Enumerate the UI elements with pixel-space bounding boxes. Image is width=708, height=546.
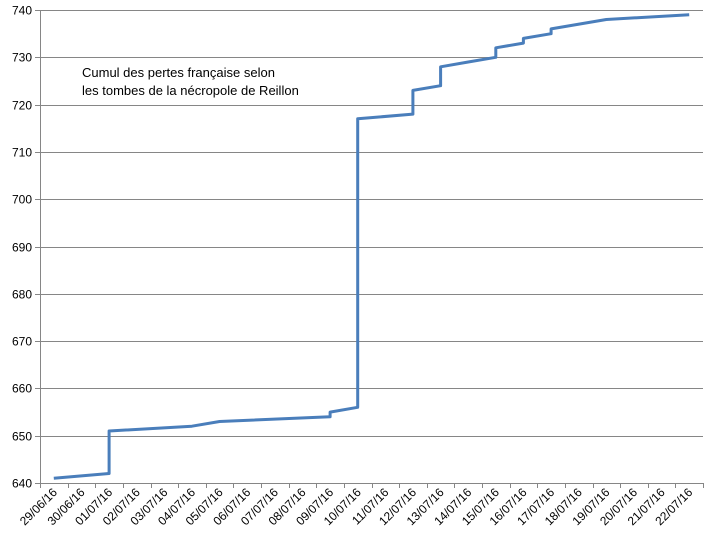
chart-axes	[35, 10, 704, 488]
series-line	[53, 13, 690, 480]
x-tick-labels: 29/06/1630/06/1601/07/1602/07/1603/07/16…	[17, 485, 696, 528]
y-tick-label: 650	[12, 430, 32, 444]
chart-title-line-1: Cumul des pertes française selon	[82, 65, 275, 80]
y-tick-label: 700	[12, 193, 32, 207]
y-tick-label: 720	[12, 99, 32, 113]
y-tick-label: 710	[12, 146, 32, 160]
y-tick-label: 730	[12, 51, 32, 65]
y-tick-label: 740	[12, 4, 32, 18]
y-tick-label: 640	[12, 477, 32, 491]
y-tick-label: 680	[12, 288, 32, 302]
y-tick-label: 670	[12, 335, 32, 349]
chart-title-line-2: les tombes de la nécropole de Reillon	[82, 83, 299, 98]
y-tick-labels: 640 650 660 670 680 690 700 710 720 730 740	[12, 4, 32, 491]
chart-title: Cumul des pertes française selon les tom…	[82, 65, 299, 98]
y-tick-label: 660	[12, 382, 32, 396]
y-tick-label: 690	[12, 241, 32, 255]
grid-lines	[40, 10, 703, 484]
